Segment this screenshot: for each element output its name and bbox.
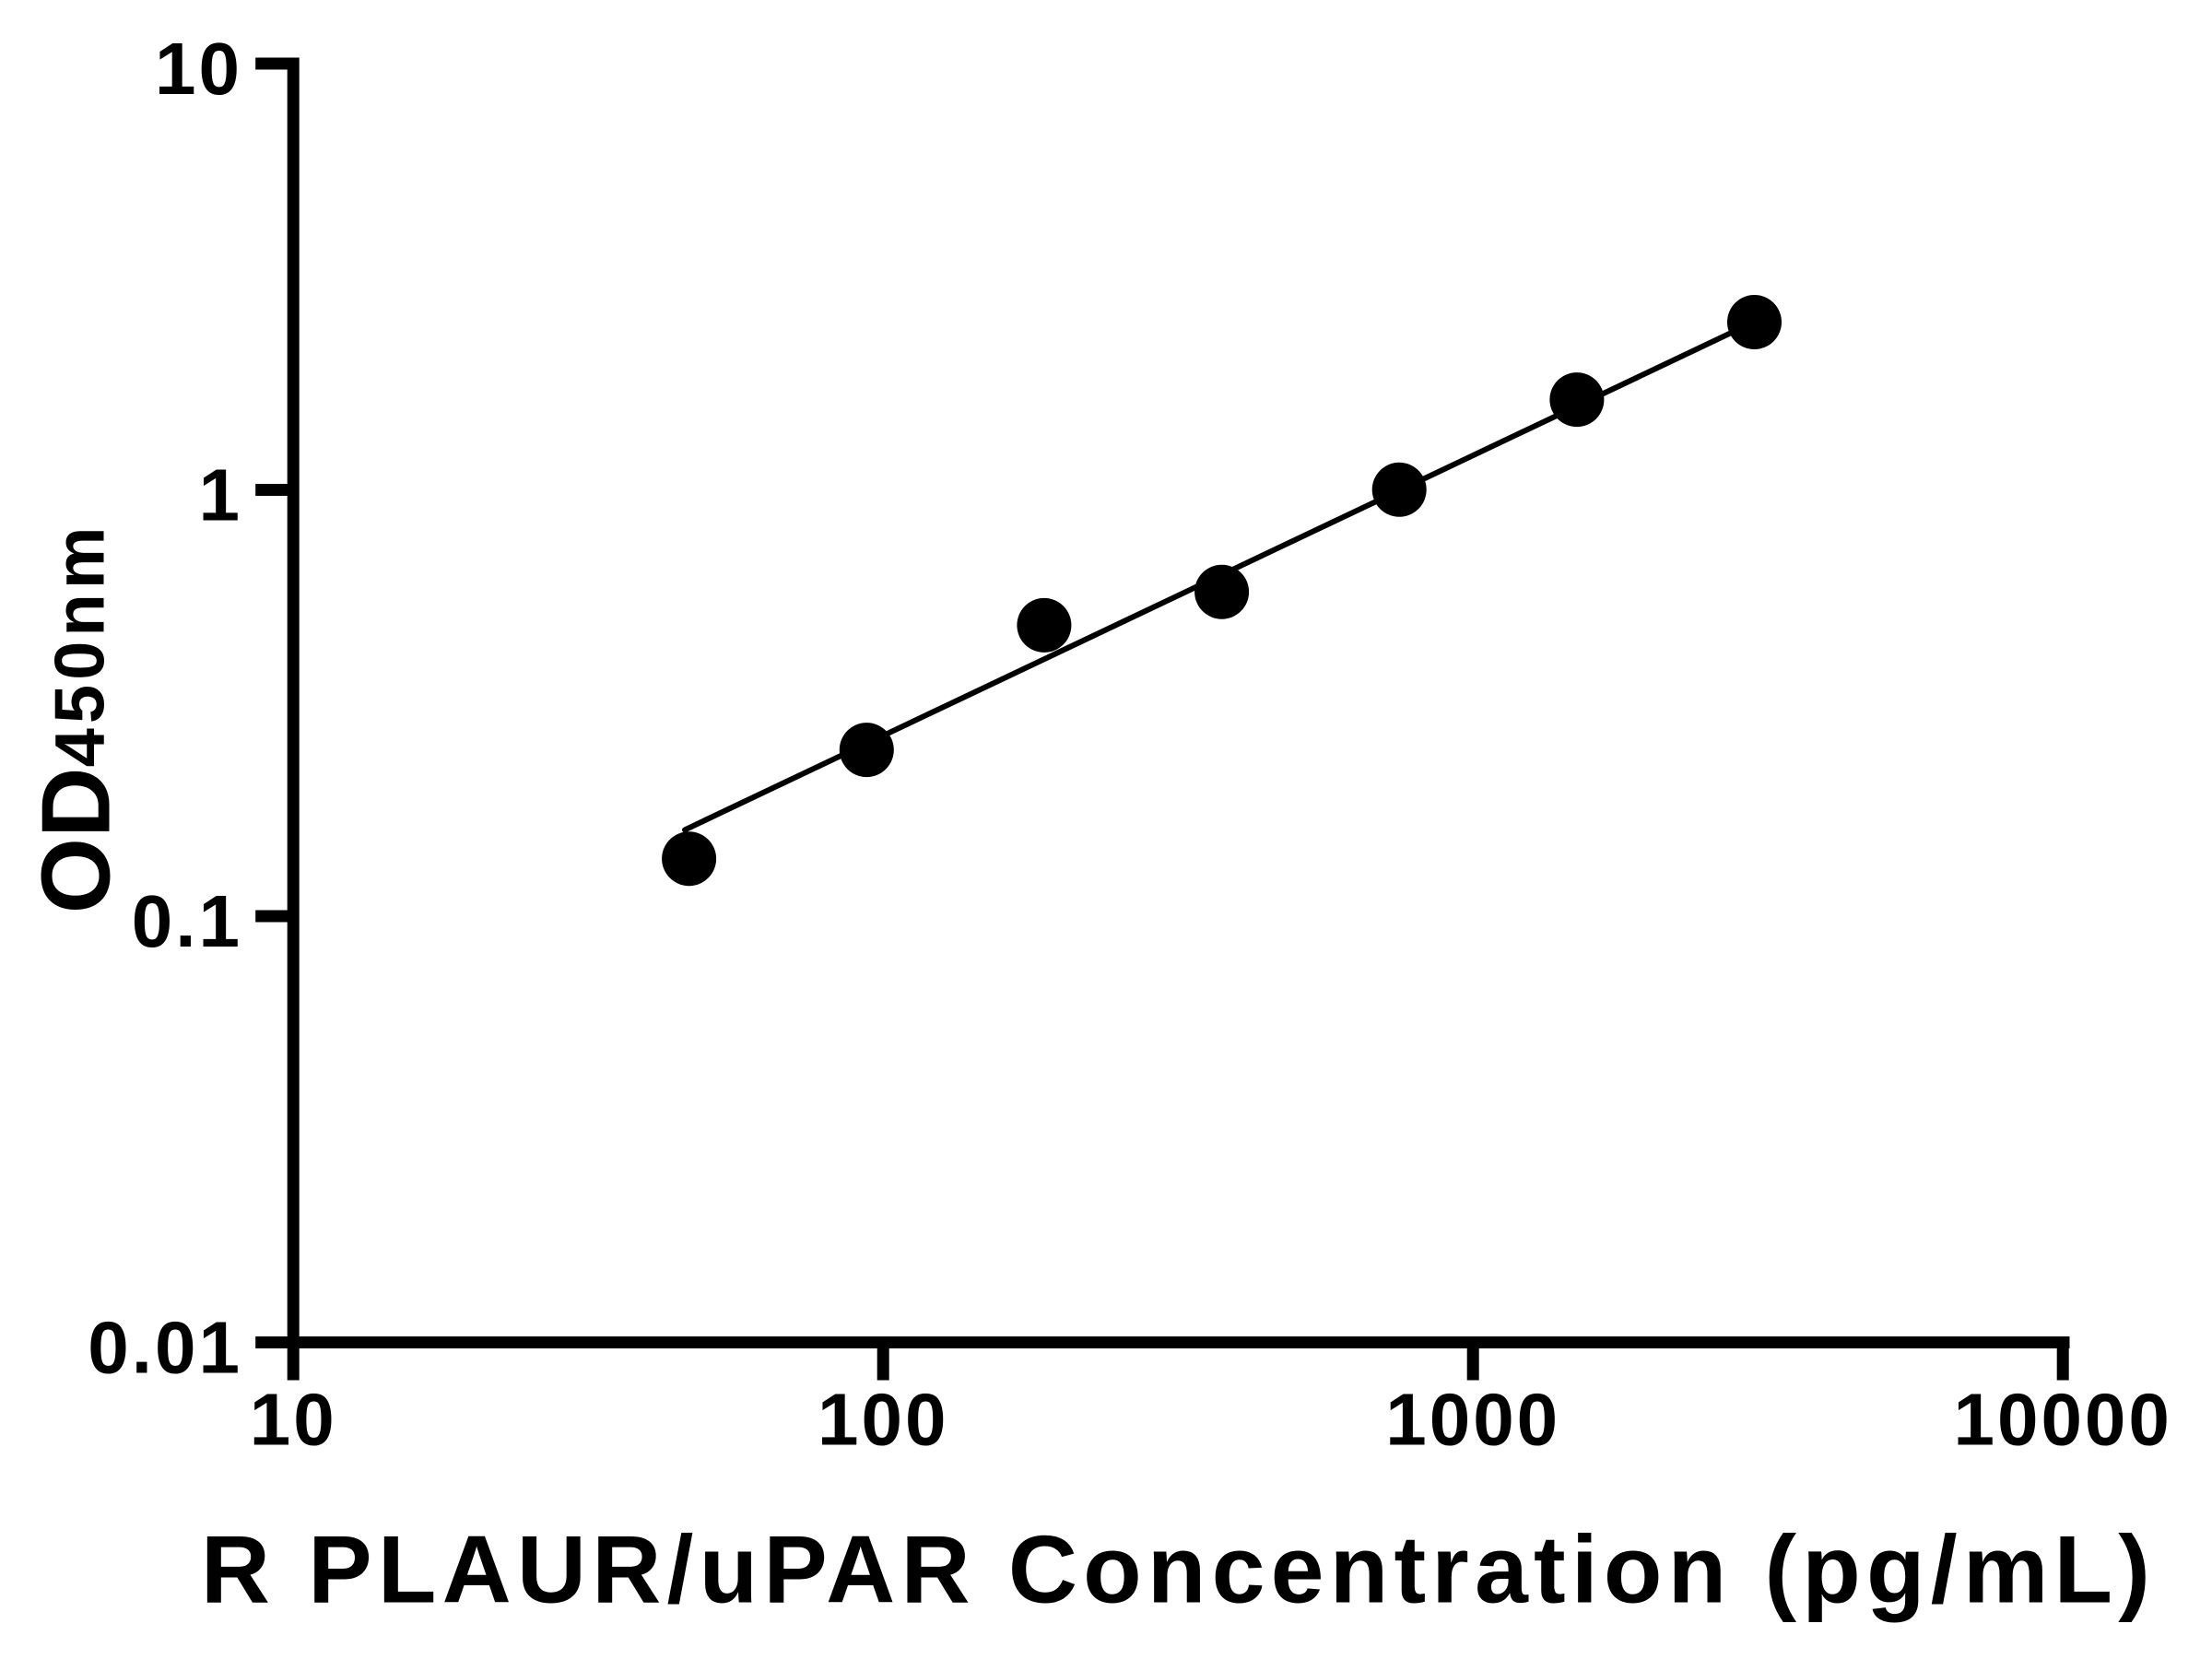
svg-text:10000: 10000 [1953,1379,2171,1461]
svg-text:0.1: 0.1 [132,880,242,962]
svg-text:10: 10 [250,1379,337,1461]
svg-text:0.01: 0.01 [88,1307,242,1389]
svg-text:10: 10 [155,28,242,110]
svg-text:1000: 1000 [1385,1379,1560,1461]
svg-text:R PLAUR/uPAR Concentration (pg: R PLAUR/uPAR Concentration (pg/mL) [201,1517,2156,1624]
svg-text:100: 100 [818,1379,948,1461]
svg-text:1: 1 [199,454,243,536]
